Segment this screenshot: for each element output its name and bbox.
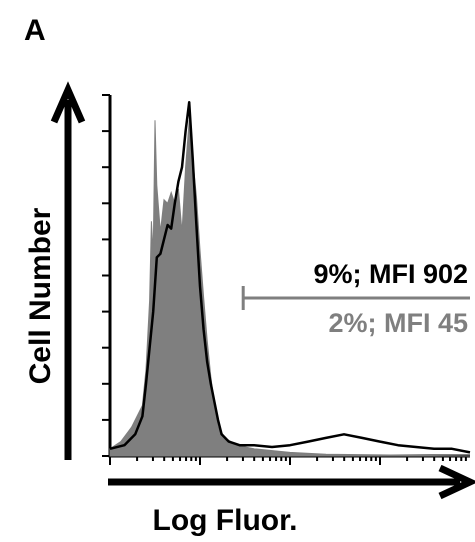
- y-axis-arrowhead: [50, 81, 86, 124]
- x-axis-arrowhead: [438, 464, 475, 500]
- x-axis-label: Log Fluor.: [153, 504, 298, 537]
- y-axis-label: Cell Number: [24, 207, 57, 384]
- gate-label-black: 9%; MFI 902: [313, 259, 468, 289]
- gate-label-gray: 2%; MFI 45: [328, 308, 468, 338]
- panel-label: A: [24, 14, 46, 47]
- sample-histogram-outline: [109, 100, 471, 454]
- histogram-plot-area: [102, 94, 471, 465]
